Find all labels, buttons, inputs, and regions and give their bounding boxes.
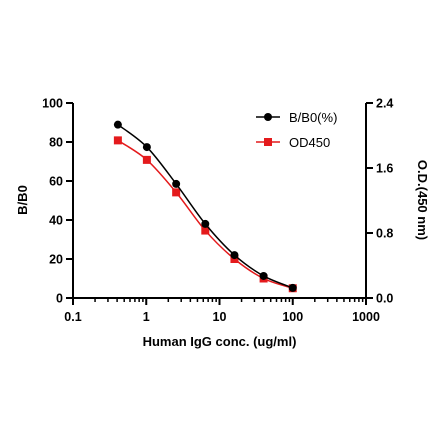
data-point-bb0 <box>172 179 181 188</box>
data-point-bb0 <box>142 143 151 152</box>
data-point-od450 <box>142 155 151 164</box>
y2-tick-label: 1.6 <box>376 162 393 176</box>
data-point-od450 <box>201 226 210 235</box>
y-tick-label: 20 <box>49 253 63 267</box>
y-axis-title: B/B0 <box>15 185 30 215</box>
data-point-od450 <box>113 136 122 145</box>
y-tick-label: 100 <box>42 97 63 111</box>
y2-tick-label: 2.4 <box>376 97 393 111</box>
series-group <box>113 120 297 293</box>
legend: B/B0(%) OD450 <box>256 110 337 150</box>
series-bb0 <box>113 120 297 292</box>
x-tick-label: 100 <box>282 310 303 324</box>
x-tick-label: 1 <box>143 310 150 324</box>
legend-label-bb0: B/B0(%) <box>289 110 337 125</box>
x-tick-label: 10 <box>213 310 227 324</box>
y2-tick-label: 0.0 <box>376 292 393 306</box>
x-tick-label: 1000 <box>352 310 380 324</box>
y-tick-label: 40 <box>49 214 63 228</box>
legend-marker-bb0 <box>264 113 272 121</box>
x-axis-title: Human IgG conc. (ug/ml) <box>143 334 297 349</box>
legend-marker-od450 <box>264 138 272 146</box>
series-od450 <box>113 136 297 293</box>
ticks: 0.1 1 10 100 1000 0 20 40 60 80 100 0.0 0.8 1.6 2.4 <box>42 97 393 325</box>
y-tick-label: 0 <box>56 292 63 306</box>
data-point-bb0 <box>259 271 268 280</box>
data-point-bb0 <box>113 120 122 129</box>
x-tick-label: 0.1 <box>64 310 81 324</box>
y-tick-label: 80 <box>49 136 63 150</box>
y-tick-label: 60 <box>49 175 63 189</box>
y2-axis-title: O.D.(450 nm) <box>415 160 430 240</box>
data-point-bb0 <box>230 251 239 260</box>
y2-tick-label: 0.8 <box>376 227 393 241</box>
data-point-od450 <box>172 188 181 197</box>
data-point-bb0 <box>288 283 297 292</box>
data-point-bb0 <box>201 219 210 228</box>
axes <box>72 103 367 299</box>
legend-label-od450: OD450 <box>289 135 330 150</box>
